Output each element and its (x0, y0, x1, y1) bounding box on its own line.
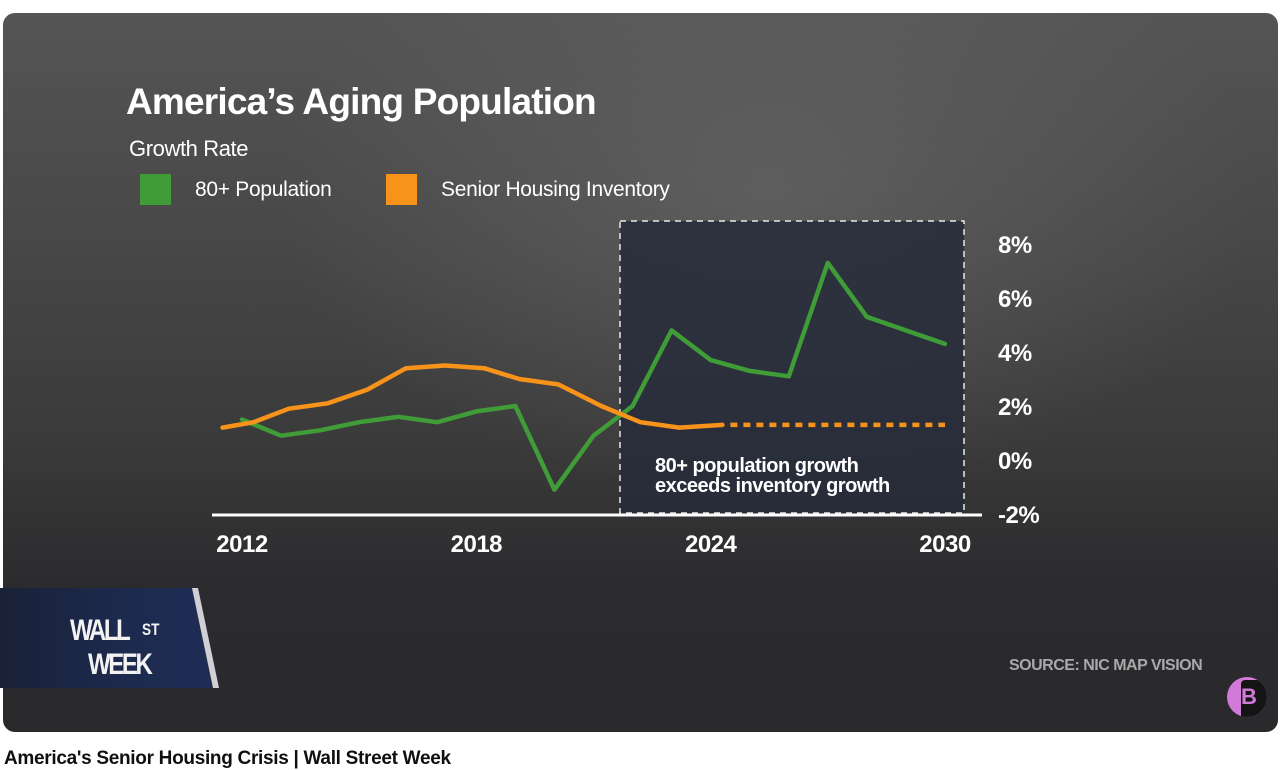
logo-text-wall: WALL (70, 614, 131, 647)
legend-swatch-green (140, 174, 171, 205)
wall-street-week-logo: WALL ST WEEK (0, 588, 230, 700)
x-tick-label: 2012 (216, 531, 268, 558)
chart-title: America’s Aging Population (126, 81, 597, 122)
legend-swatch-orange (386, 174, 417, 205)
x-tick-label: 2030 (919, 531, 971, 558)
x-tick-label: 2018 (451, 531, 503, 558)
y-tick-label: 4% (998, 340, 1032, 367)
series-line-80-plus-population (239, 260, 948, 492)
legend-label: 80+ Population (195, 177, 332, 201)
logo-text-st: ST (142, 620, 160, 639)
series-line-senior-housing-inventory (220, 363, 725, 430)
logo-band (0, 588, 212, 688)
annotation-text-line2: exceeds inventory growth (655, 475, 890, 497)
y-tick-label: -2% (998, 502, 1039, 529)
annotation-text-line1: 80+ population growth (655, 455, 858, 477)
y-tick-label: 2% (998, 394, 1032, 421)
video-title[interactable]: America's Senior Housing Crisis | Wall S… (4, 748, 451, 769)
brand-badge-letter: B (1241, 684, 1257, 709)
chart-subtitle: Growth Rate (129, 136, 249, 161)
y-tick-label: 6% (998, 286, 1032, 313)
channel-brand-icon[interactable]: B (1227, 677, 1267, 717)
y-tick-label: 0% (998, 448, 1032, 475)
legend-label: Senior Housing Inventory (441, 177, 670, 201)
brand-badge-inner (1241, 680, 1267, 717)
legend-item-senior-housing-inventory: Senior Housing Inventory (386, 174, 670, 205)
source-note: SOURCE: NIC MAP VISION (1009, 657, 1203, 674)
y-tick-label: 8% (998, 232, 1032, 259)
x-tick-label: 2024 (685, 531, 738, 558)
logo-text-week: WEEK (88, 648, 153, 681)
legend-item-80-plus-population: 80+ Population (140, 174, 332, 205)
